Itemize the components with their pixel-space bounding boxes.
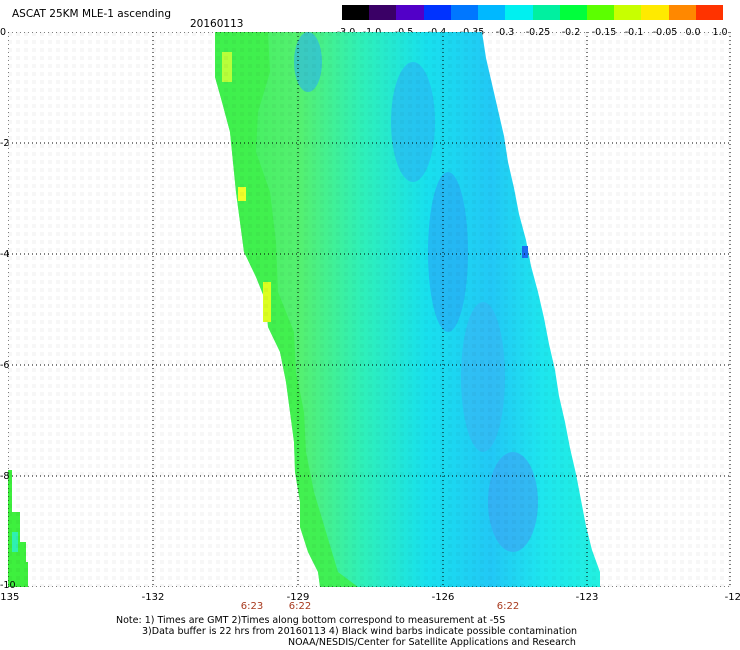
colorbar-segment [532, 5, 560, 20]
gridlines [8, 32, 731, 587]
note-line-3: NOAA/NESDIS/Center for Satellite Applica… [288, 637, 576, 648]
map-date: 20160113 [190, 18, 244, 30]
colorbar-segment [668, 5, 696, 20]
colorbar-segment [586, 5, 615, 20]
time-label: 6:23 [240, 601, 264, 612]
map-panel [8, 32, 731, 587]
colorbar-segment [342, 5, 370, 20]
lon-tick: -123 [575, 592, 599, 603]
map-title: ASCAT 25KM MLE-1 ascending [12, 8, 171, 20]
colorbar-segment [478, 5, 506, 20]
colorbar-segment [505, 5, 533, 20]
lon-tick: -129 [286, 592, 310, 603]
note-line-1: Note: 1) Times are GMT 2)Times along bot… [116, 615, 506, 626]
lat-tick: -10 [0, 580, 16, 591]
colorbar-segment [614, 5, 642, 20]
pixel-texture [8, 32, 731, 587]
lon-tick: -120 [724, 592, 740, 603]
colorbar-segment [559, 5, 587, 20]
lon-tick: -132 [141, 592, 165, 603]
colorbar-segment [450, 5, 479, 20]
colorbar-segment [695, 5, 724, 20]
lat-tick: 0 [0, 27, 7, 38]
colorbar [342, 5, 724, 20]
colorbar-segment [396, 5, 424, 20]
time-label: 6:22 [496, 601, 520, 612]
lat-tick: -4 [0, 249, 10, 260]
lat-tick: -2 [0, 138, 10, 149]
note-line-2: 3)Data buffer is 22 hrs from 20160113 4)… [142, 626, 578, 637]
lon-tick: -135 [0, 592, 20, 603]
lat-tick: -8 [0, 471, 10, 482]
colorbar-segment [423, 5, 451, 20]
colorbar-segment [369, 5, 397, 20]
lon-tick: -126 [431, 592, 455, 603]
colorbar-segment [641, 5, 669, 20]
lat-tick: -6 [0, 360, 10, 371]
time-label: 6:22 [288, 601, 312, 612]
